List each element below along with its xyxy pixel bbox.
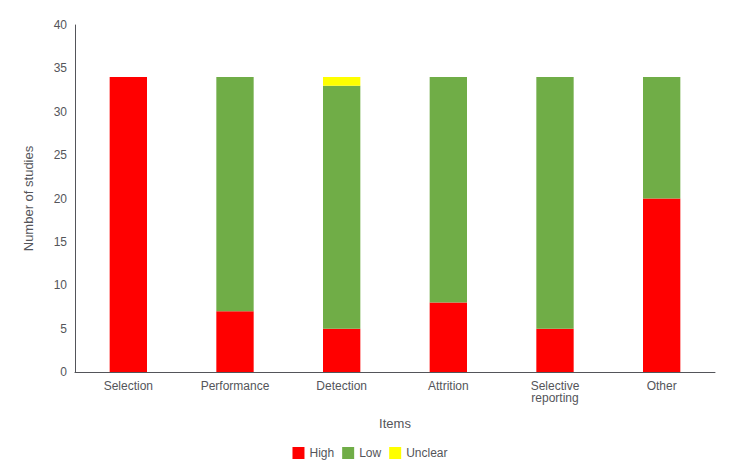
svg-text:30: 30	[54, 105, 68, 119]
svg-text:0: 0	[60, 365, 67, 379]
svg-text:Detection: Detection	[316, 379, 367, 393]
svg-text:20: 20	[54, 192, 68, 206]
svg-text:Low: Low	[359, 446, 381, 460]
svg-text:40: 40	[54, 18, 68, 32]
svg-text:Unclear: Unclear	[406, 446, 447, 460]
svg-text:10: 10	[54, 278, 68, 292]
svg-text:Attrition: Attrition	[428, 379, 469, 393]
svg-text:Selective: Selective	[530, 379, 580, 393]
svg-text:High: High	[309, 446, 334, 460]
svg-text:Items: Items	[379, 416, 411, 431]
svg-text:Performance: Performance	[201, 379, 270, 393]
svg-text:Number of studies: Number of studies	[21, 145, 36, 251]
svg-text:5: 5	[60, 322, 67, 336]
svg-text:25: 25	[54, 148, 68, 162]
svg-text:15: 15	[54, 235, 68, 249]
svg-text:Other: Other	[647, 379, 677, 393]
svg-text:35: 35	[54, 61, 68, 75]
svg-text:reporting: reporting	[531, 391, 578, 405]
svg-text:Selection: Selection	[104, 379, 153, 393]
